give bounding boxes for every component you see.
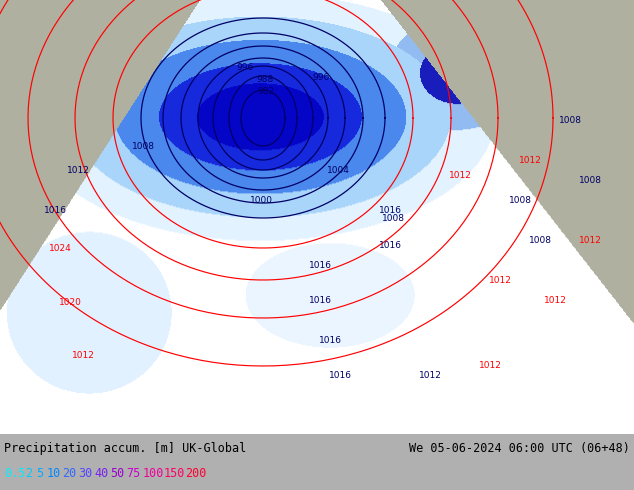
- Text: 75: 75: [127, 467, 141, 480]
- Text: 1008: 1008: [508, 196, 531, 204]
- Text: 1008: 1008: [559, 116, 581, 124]
- Text: 1008: 1008: [578, 175, 602, 185]
- Text: 10: 10: [46, 467, 61, 480]
- Text: 150: 150: [164, 467, 185, 480]
- Text: 996: 996: [313, 74, 330, 82]
- Text: 1012: 1012: [67, 166, 89, 174]
- Text: 1012: 1012: [519, 155, 541, 165]
- Text: 1000: 1000: [250, 196, 273, 204]
- Text: 1008: 1008: [529, 236, 552, 245]
- Text: 0.5: 0.5: [4, 467, 25, 480]
- Text: 1016: 1016: [378, 241, 401, 249]
- Text: 1012: 1012: [479, 361, 501, 369]
- Text: 50: 50: [110, 467, 125, 480]
- Text: 1012: 1012: [449, 171, 472, 179]
- Text: 1016: 1016: [44, 205, 67, 215]
- Text: 988: 988: [256, 74, 274, 83]
- Text: 1016: 1016: [318, 336, 342, 344]
- Text: 996: 996: [236, 64, 254, 73]
- Text: 1016: 1016: [378, 205, 401, 215]
- Text: 1012: 1012: [418, 370, 441, 379]
- Text: 1016: 1016: [309, 261, 332, 270]
- Text: 5: 5: [36, 467, 43, 480]
- Text: 1012: 1012: [489, 275, 512, 285]
- Text: We 05-06-2024 06:00 UTC (06+48): We 05-06-2024 06:00 UTC (06+48): [409, 442, 630, 455]
- Text: 30: 30: [79, 467, 93, 480]
- Text: 1008: 1008: [131, 142, 155, 150]
- Text: 20: 20: [63, 467, 77, 480]
- Text: 100: 100: [143, 467, 164, 480]
- Text: 1020: 1020: [58, 297, 81, 307]
- Text: 2: 2: [25, 467, 32, 480]
- Text: 1024: 1024: [49, 244, 72, 252]
- Text: Precipitation accum. [m] UK-Global: Precipitation accum. [m] UK-Global: [4, 442, 246, 455]
- Text: 1016: 1016: [328, 370, 351, 379]
- Text: 1008: 1008: [382, 214, 404, 222]
- Text: 1012: 1012: [72, 350, 94, 360]
- Text: 200: 200: [186, 467, 207, 480]
- Text: 40: 40: [94, 467, 109, 480]
- Text: 982: 982: [257, 88, 275, 97]
- Text: 1012: 1012: [579, 236, 602, 245]
- Text: 1004: 1004: [327, 166, 349, 174]
- Text: 1016: 1016: [309, 295, 332, 304]
- Text: 1012: 1012: [543, 295, 566, 304]
